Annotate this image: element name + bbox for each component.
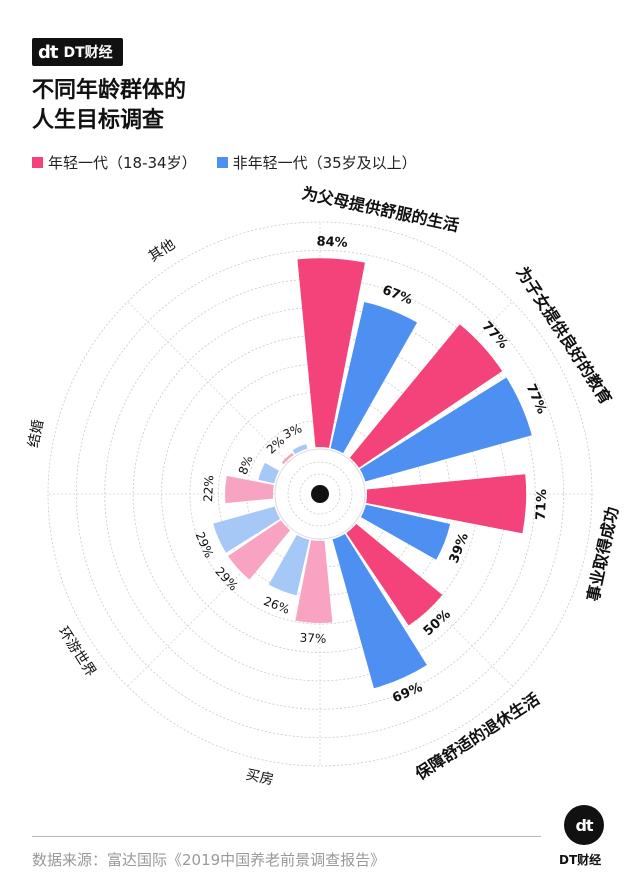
bar-young-0 bbox=[297, 258, 365, 448]
chart-title-line-1: 不同年龄群体的 bbox=[32, 78, 187, 103]
brand-logo: dt bbox=[38, 41, 58, 63]
bar-young-4 bbox=[295, 540, 333, 623]
category-label-5: 环游世界 bbox=[55, 624, 99, 680]
value-label-old-0: 67% bbox=[380, 283, 414, 308]
corner-logo: dt bbox=[564, 805, 604, 845]
category-label-0: 为父母提供舒服的生活 bbox=[300, 183, 460, 235]
legend-item-young: 年轻一代（18-34岁） bbox=[32, 152, 197, 173]
bar-young-1 bbox=[349, 324, 503, 468]
bar-old-5 bbox=[213, 506, 281, 553]
value-label-old-4: 26% bbox=[262, 594, 292, 617]
legend-label-young: 年轻一代（18-34岁） bbox=[48, 154, 197, 172]
category-label-3: 保障舒适的退休生活 bbox=[411, 689, 543, 784]
chart-title-line-2: 人生目标调查 bbox=[32, 108, 165, 133]
bar-young-5 bbox=[228, 520, 291, 580]
value-label-old-6: 8% bbox=[236, 454, 256, 477]
category-label-6: 结婚 bbox=[26, 418, 47, 449]
value-label-young-5: 29% bbox=[212, 564, 240, 593]
value-label-young-6: 22% bbox=[201, 475, 216, 502]
bar-old-6 bbox=[258, 462, 280, 484]
grid-spoke bbox=[127, 301, 289, 463]
inner-ring bbox=[274, 448, 366, 540]
bar-young-7 bbox=[281, 452, 294, 465]
legend-label-old: 非年轻一代（35岁及以上） bbox=[232, 154, 417, 172]
corner-brand-name: DT财经 bbox=[559, 853, 602, 867]
grid-ring bbox=[299, 473, 341, 515]
bar-old-4 bbox=[268, 534, 310, 596]
grid-ring bbox=[75, 249, 565, 739]
bar-old-7 bbox=[292, 444, 308, 455]
brand-name: DT财经 bbox=[63, 45, 113, 61]
category-label-4: 买房 bbox=[244, 767, 275, 788]
legend-swatch-old bbox=[216, 157, 228, 168]
grid-ring bbox=[287, 461, 353, 527]
bar-old-2 bbox=[360, 504, 451, 560]
legend-swatch-young bbox=[32, 157, 43, 168]
bar-young-2 bbox=[366, 474, 527, 534]
value-label-old-1: 77% bbox=[523, 382, 549, 417]
value-label-old-7: 3% bbox=[281, 421, 304, 441]
legend-item-old: 非年轻一代（35岁及以上） bbox=[216, 152, 417, 173]
value-label-old-5: 29% bbox=[193, 530, 217, 560]
category-label-2: 事业取得成功 bbox=[583, 505, 622, 603]
footer-divider bbox=[32, 836, 541, 837]
bar-young-3 bbox=[346, 523, 443, 626]
value-label-young-0: 84% bbox=[316, 234, 348, 250]
grid-ring bbox=[47, 221, 593, 767]
chart-title: 不同年龄群体的 人生目标调查 bbox=[32, 76, 186, 136]
value-label-old-2: 39% bbox=[447, 531, 472, 565]
value-label-old-3: 69% bbox=[390, 680, 425, 706]
value-label-young-4: 37% bbox=[299, 631, 326, 646]
brand-badge: dt DT财经 bbox=[32, 38, 123, 66]
bar-old-1 bbox=[359, 377, 532, 482]
data-source: 数据来源：富达国际《2019中国养老前景调查报告》 bbox=[32, 851, 386, 869]
value-label-young-2: 71% bbox=[534, 489, 550, 521]
bar-old-3 bbox=[332, 533, 427, 689]
bar-young-6 bbox=[225, 475, 274, 504]
center-dot bbox=[311, 485, 329, 503]
category-label-7: 其他 bbox=[146, 236, 178, 265]
legend: 年轻一代（18-34岁） 非年轻一代（35岁及以上） bbox=[32, 152, 437, 173]
bar-old-0 bbox=[330, 301, 418, 454]
